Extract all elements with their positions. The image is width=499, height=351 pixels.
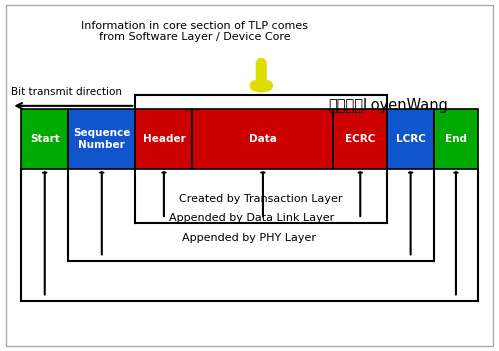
Bar: [135, 110, 193, 168]
Text: Appended by Data Link Layer: Appended by Data Link Layer: [169, 213, 334, 223]
Text: Data: Data: [249, 134, 277, 144]
Text: ECRC: ECRC: [345, 134, 375, 144]
Text: LCRC: LCRC: [396, 134, 426, 144]
Bar: [68, 110, 135, 168]
Text: Start: Start: [30, 134, 59, 144]
Text: Created by Transaction Layer: Created by Transaction Layer: [180, 194, 343, 204]
Bar: [21, 110, 68, 168]
Text: Bit transmit direction: Bit transmit direction: [11, 87, 122, 97]
Text: Appended by PHY Layer: Appended by PHY Layer: [183, 233, 316, 243]
Text: Sequence
Number: Sequence Number: [73, 128, 130, 150]
Bar: [333, 110, 387, 168]
Text: End: End: [445, 134, 467, 144]
Bar: [434, 110, 478, 168]
Bar: [387, 110, 434, 168]
Text: Header: Header: [143, 134, 185, 144]
Text: Information in core section of TLP comes
from Software Layer / Device Core: Information in core section of TLP comes…: [81, 21, 308, 42]
Text: 公众号：LoyenWang: 公众号：LoyenWang: [328, 98, 449, 113]
Bar: [193, 110, 333, 168]
